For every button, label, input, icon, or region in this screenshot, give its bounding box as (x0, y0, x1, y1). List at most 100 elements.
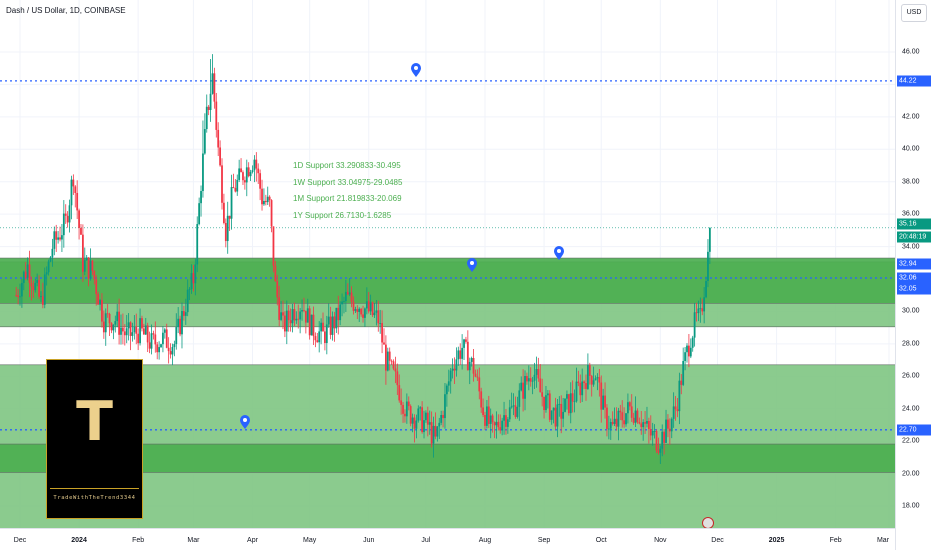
candle-body (74, 186, 77, 193)
candle-body (508, 407, 511, 420)
candle-body (680, 380, 683, 385)
map-pin-icon[interactable] (410, 62, 422, 78)
price-tick-label: 30.00 (902, 307, 920, 315)
currency-button[interactable]: USD (901, 4, 927, 22)
candle-body (232, 187, 235, 189)
candle-body (533, 374, 536, 381)
candle-body (670, 418, 673, 432)
candle-body (184, 312, 187, 316)
candle-body (99, 300, 101, 305)
candle-body (268, 196, 271, 201)
candle-body (329, 316, 332, 335)
time-axis[interactable]: Dec 2024 Feb Mar Apr May Jun Jul Aug Sep Oct Nov Dec… (0, 528, 895, 551)
candle-body (573, 401, 576, 403)
map-pin-icon[interactable] (553, 245, 565, 261)
price-chart[interactable] (0, 0, 895, 528)
candle-body (386, 351, 389, 371)
candle-body (228, 215, 231, 219)
time-tick-label: Dec (13, 537, 27, 544)
candle-body (66, 215, 69, 223)
candle-body (59, 237, 61, 240)
candle-body (198, 203, 201, 225)
candle-body (686, 345, 688, 353)
candle-body (203, 129, 206, 154)
candle-body (209, 93, 212, 110)
candle-body (205, 106, 208, 130)
candle-body (131, 332, 134, 336)
candle-body (247, 167, 250, 177)
candle-body (181, 311, 183, 335)
candle-body (583, 381, 585, 384)
support-note[interactable]: 1Y Support 26.7130-1.6285 (293, 210, 392, 220)
candle-body (274, 265, 277, 282)
candle-body (646, 420, 648, 424)
candle-body (688, 345, 690, 357)
candle-body (62, 213, 65, 236)
candle-body (53, 231, 56, 249)
candle-body (177, 318, 180, 328)
candle-body (489, 415, 492, 424)
candle-body (600, 382, 603, 410)
candle-body (520, 382, 523, 391)
candle-body (434, 425, 437, 437)
candle-body (451, 368, 454, 371)
candle-body (341, 301, 343, 305)
candle-body (304, 310, 307, 323)
candle-body (97, 294, 100, 305)
candle-body (436, 426, 439, 437)
time-tick-label: Dec (711, 537, 724, 544)
time-tick-label: May (303, 537, 317, 544)
candle-body (276, 281, 279, 298)
time-tick-label: Jul (421, 537, 431, 544)
candle-body (404, 413, 406, 417)
candle-body (369, 302, 372, 312)
map-pin-icon[interactable] (239, 414, 251, 430)
candle-body (314, 336, 317, 341)
price-axis[interactable]: USD 46.0044.0042.0040.0038.0036.0034.003… (895, 0, 932, 550)
candle-body (194, 264, 197, 284)
candle-body (303, 310, 305, 311)
chart-pane[interactable]: Dash / US Dollar, 1D, COINBASE 1D Suppor… (0, 0, 895, 528)
candle-body (112, 324, 115, 331)
candle-body (118, 311, 120, 335)
candle-body (579, 382, 582, 396)
candle-body (162, 332, 164, 345)
candle-body (537, 369, 540, 379)
candle-body (106, 313, 109, 315)
candle-body (337, 307, 340, 321)
price-tick-label: 18.00 (902, 502, 920, 510)
support-note[interactable]: 1D Support 33.290833-30.495 (293, 161, 401, 171)
candle-body (297, 318, 300, 320)
candle-body (501, 420, 504, 431)
candle-body (114, 321, 117, 325)
map-pin-icon[interactable] (466, 257, 478, 273)
candle-body (407, 401, 410, 407)
candle-body (535, 369, 538, 375)
candle-body (15, 295, 18, 297)
candle-body (76, 192, 79, 211)
candle-body (550, 410, 553, 420)
candle-body (560, 403, 563, 419)
candle-body (642, 422, 645, 428)
candle-body (158, 347, 161, 353)
candle-body (445, 385, 448, 395)
support-note[interactable]: 1W Support 33.04975-29.0485 (293, 177, 403, 187)
candle-body (440, 415, 443, 423)
candle-body (19, 296, 21, 298)
time-tick-label: Oct (595, 537, 607, 544)
candle-body (264, 200, 267, 203)
candle-body (400, 400, 403, 405)
candle-body (390, 360, 393, 362)
event-flag-icon[interactable] (702, 517, 714, 528)
candle-body (253, 159, 256, 171)
candle-body (367, 301, 370, 312)
time-tick-label: Feb (829, 537, 842, 544)
candle-body (613, 418, 616, 424)
candle-body (505, 415, 507, 427)
candle-body (590, 375, 593, 385)
candle-body (665, 419, 667, 443)
candle-body (657, 450, 660, 453)
candle-body (95, 279, 98, 295)
candle-body (402, 404, 404, 414)
support-note[interactable]: 1M Support 21.819833-20.069 (293, 193, 402, 203)
